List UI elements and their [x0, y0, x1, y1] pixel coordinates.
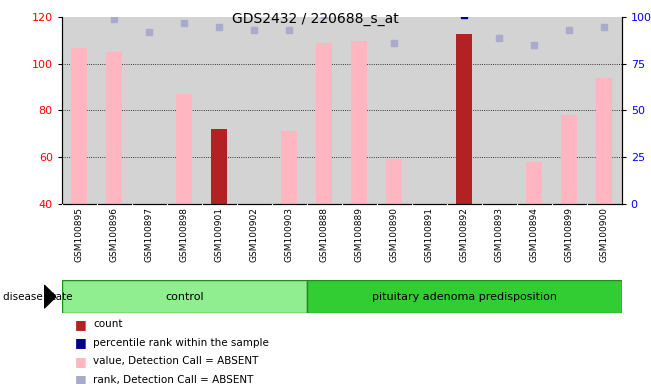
Text: GSM100895: GSM100895 — [75, 207, 84, 262]
Text: GSM100889: GSM100889 — [355, 207, 364, 262]
Text: GSM100892: GSM100892 — [460, 207, 469, 262]
Bar — [107, 52, 122, 204]
Bar — [316, 43, 332, 204]
Text: GSM100901: GSM100901 — [215, 207, 224, 262]
Text: GSM100888: GSM100888 — [320, 207, 329, 262]
Text: rank, Detection Call = ABSENT: rank, Detection Call = ABSENT — [93, 375, 253, 384]
Text: GSM100902: GSM100902 — [250, 207, 259, 262]
Text: count: count — [93, 319, 122, 329]
Text: ■: ■ — [75, 355, 87, 368]
Bar — [352, 41, 367, 204]
Bar — [212, 129, 227, 204]
Text: ■: ■ — [75, 373, 87, 384]
Text: GSM100899: GSM100899 — [564, 207, 574, 262]
Text: control: control — [165, 291, 204, 302]
Text: GSM100890: GSM100890 — [390, 207, 399, 262]
Text: percentile rank within the sample: percentile rank within the sample — [93, 338, 269, 348]
Bar — [72, 48, 87, 204]
Text: GSM100898: GSM100898 — [180, 207, 189, 262]
Text: ■: ■ — [75, 336, 87, 349]
Bar — [456, 33, 472, 204]
Bar — [281, 131, 297, 204]
Text: GDS2432 / 220688_s_at: GDS2432 / 220688_s_at — [232, 12, 399, 25]
Bar — [62, 280, 307, 313]
Bar — [527, 162, 542, 204]
Bar — [387, 159, 402, 204]
Polygon shape — [44, 285, 56, 308]
Text: ■: ■ — [75, 318, 87, 331]
Bar — [561, 115, 577, 204]
Text: GSM100893: GSM100893 — [495, 207, 504, 262]
Text: GSM100900: GSM100900 — [600, 207, 609, 262]
Text: GSM100894: GSM100894 — [530, 207, 539, 262]
Text: GSM100896: GSM100896 — [110, 207, 119, 262]
Bar — [596, 78, 612, 204]
Text: GSM100891: GSM100891 — [424, 207, 434, 262]
Bar — [176, 94, 192, 204]
Text: pituitary adenoma predisposition: pituitary adenoma predisposition — [372, 291, 557, 302]
Bar — [307, 280, 622, 313]
Text: GSM100903: GSM100903 — [284, 207, 294, 262]
Text: disease state: disease state — [3, 291, 73, 302]
Text: value, Detection Call = ABSENT: value, Detection Call = ABSENT — [93, 356, 258, 366]
Text: GSM100897: GSM100897 — [145, 207, 154, 262]
